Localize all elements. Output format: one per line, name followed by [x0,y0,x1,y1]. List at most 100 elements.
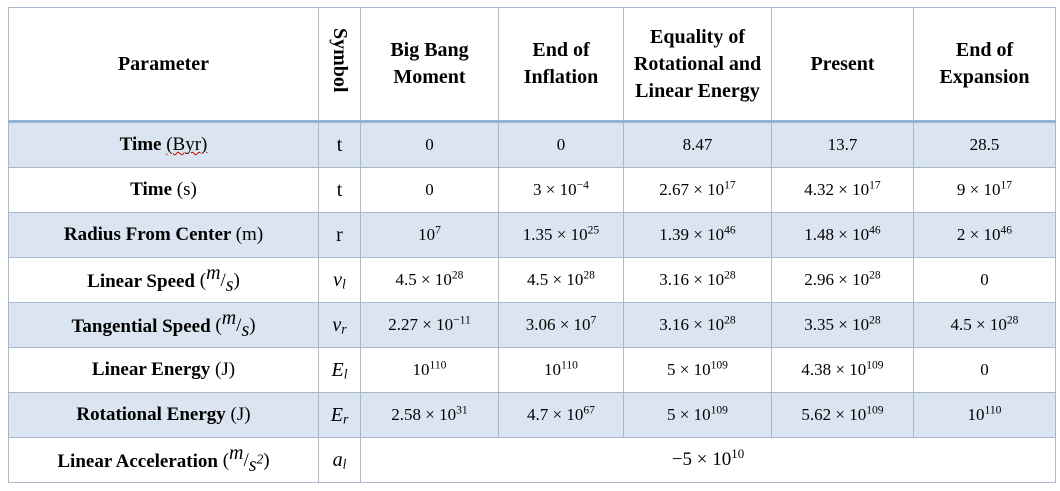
value-cell: 2.67 × 1017 [623,167,772,213]
cell-exponent: −4 [576,178,589,192]
label-name: Radius From Center [63,224,231,245]
unit-denominator: s [225,274,234,297]
table-row: Linear Energy (J) El 10110 10110 5 × 10109 4.… [8,347,1056,393]
header-text: End of Expansion [939,39,1030,88]
value-cell: 10110 [498,347,624,393]
symbol-base: E [331,358,344,381]
unit-numerator: m [229,442,244,465]
cell-exponent: 17 [869,178,881,192]
cell-base: 2.27 × 10 [388,315,454,334]
value-cell: 4.7 × 1067 [498,392,624,438]
cell-text: 0 [425,135,434,154]
label-name: Rotational Energy [76,404,226,425]
cell-base: 1.48 × 10 [804,225,870,244]
value-cell: 1.48 × 1046 [771,212,914,258]
cell-exponent: 110 [984,403,1002,417]
cell-text: 0 [980,360,989,379]
value-cell: 3.35 × 1028 [771,302,914,348]
symbol-subscript: l [342,456,347,472]
cell-exponent: 28 [1006,313,1019,327]
value-cell: 5 × 10109 [623,392,772,438]
cell-exponent: −11 [453,313,471,327]
value-cell: 10110 [360,347,499,393]
unit-denominator: s [241,319,250,342]
cell-base: 1.39 × 10 [659,225,725,244]
value-cell: −5 × 1010 [360,437,1056,483]
table-row: Time (s) t 0 3 × 10−4 2.67 × 1017 4.32 × 1017… [8,167,1056,213]
cell-base: 10 [412,360,430,379]
unit-open: ( [215,315,222,337]
symbol-base: t [336,178,343,201]
cell-base: 2.67 × 10 [659,180,725,199]
symbol-base: E [330,403,343,426]
value-cell: 0 [913,257,1056,303]
label-name: Time [119,134,162,155]
table-row: Radius From Center (m) r 107 1.35 × 1025 1.3… [8,212,1056,258]
cell-exponent: 109 [866,358,884,372]
value-cell: 5 × 10109 [623,347,772,393]
unit-close: ) [249,315,256,337]
cell-exponent: 46 [724,223,736,237]
value-cell: 9 × 1017 [913,167,1056,213]
row-label: Rotational Energy (J) [8,392,319,438]
header-cell: Parameter [8,7,319,123]
table-body: Time (Byr) t 0 0 8.47 13.7 28.5 Time (s) t 0 3 × 1… [8,121,1056,483]
header-text: Equality of Rotational and Linear Energy [633,25,762,102]
unit-open: ( [222,450,230,472]
value-cell: 0 [360,167,499,213]
value-cell: 3.16 × 1028 [623,302,772,348]
cell-exponent: 109 [866,403,884,417]
table-row: Linear Speed (m/s) vl 4.5 × 1028 4.5 × 1028… [8,257,1056,303]
header-cell: End of Expansion [913,7,1056,123]
cell-text: 28.5 [969,135,1000,154]
cell-text: 8.47 [682,135,713,154]
cell-base: 3.16 × 10 [659,270,725,289]
value-cell: 5.62 × 10109 [771,392,914,438]
cell-base: 4.32 × 10 [804,180,870,199]
cell-base: 2.58 × 10 [391,405,457,424]
cell-exponent: 110 [429,358,447,372]
cell-base: 5 × 10 [667,405,711,424]
table-row: Linear Acceleration (m/s2) al −5 × 1010 [8,437,1056,483]
cell-exponent: 28 [869,313,881,327]
cell-base: 2 × 10 [956,225,1001,244]
label-unit: (J) [215,359,236,380]
cell-exponent: 110 [561,358,578,372]
symbol-base: a [332,448,343,471]
cell-exponent: 28 [451,268,464,282]
cell-base: 3 × 10 [533,180,577,199]
cell-exponent: 10 [731,445,745,461]
value-cell: 4.5 × 1028 [498,257,624,303]
cell-exponent: 7 [435,223,441,237]
label-unit: (m/s) [199,263,240,297]
cell-base: 4.38 × 10 [801,360,867,379]
unit-slash: / [243,450,249,472]
value-cell: 10110 [913,392,1056,438]
unit-open: ( [199,270,207,292]
header-cell: Equality of Rotational and Linear Energy [623,7,772,123]
cell-exponent: 28 [869,268,881,282]
row-label: Time (Byr) [8,121,319,168]
cell-base: 5.62 × 10 [801,405,867,424]
cell-exponent: 46 [1000,223,1013,237]
cell-exponent: 109 [710,358,728,372]
cell-exponent: 17 [1000,178,1013,192]
symbol-base: t [336,133,343,156]
header-text: Parameter [117,52,210,75]
symbol-cell: vl [318,257,361,303]
value-cell: 4.32 × 1017 [771,167,914,213]
cell-base: 10 [544,360,562,379]
cell-exponent: 46 [869,223,881,237]
label-unit: (m/s) [215,308,256,342]
cell-base: 3.35 × 10 [804,315,870,334]
value-cell: 2.58 × 1031 [360,392,499,438]
symbol-subscript: l [343,366,348,382]
value-cell: 2.96 × 1028 [771,257,914,303]
cell-base: 4.5 × 10 [395,270,452,289]
unit-numerator: m [206,262,221,285]
cell-base: 9 × 10 [956,180,1001,199]
symbol-cell: Er [318,392,361,438]
symbol-base: v [332,313,342,336]
header-text: Present [810,52,875,75]
cell-text: 0 [556,135,566,154]
